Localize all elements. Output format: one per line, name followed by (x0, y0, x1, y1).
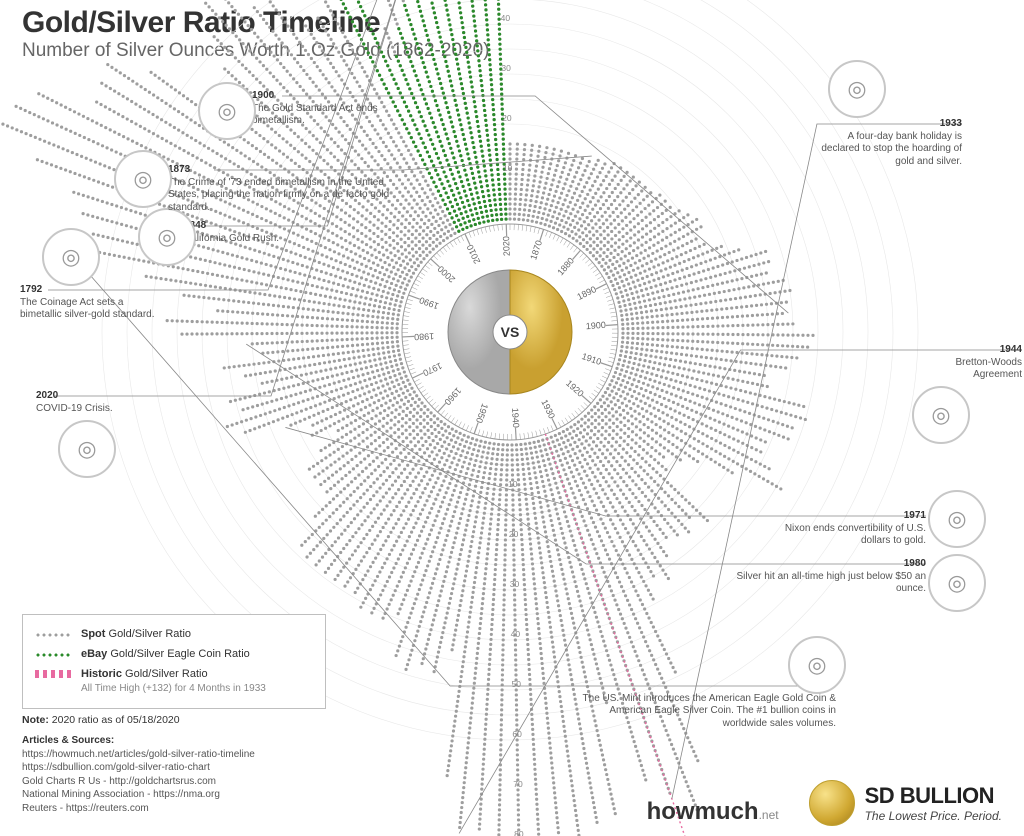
annotation-text: A four-day bank holiday is declared to s… (821, 131, 962, 167)
annotation-year: 1944 (912, 344, 1022, 357)
legend-row: eBay Gold/Silver Eagle Coin Ratio (35, 645, 313, 665)
annotation-text: Silver hit an all-time high just below $… (736, 571, 926, 595)
source-line: Gold Charts R Us - http://goldchartsrus.… (22, 775, 255, 789)
annotation-year: 1848 (184, 220, 284, 233)
svg-text:1930: 1930 (539, 398, 557, 420)
source-line: https://howmuch.net/articles/gold-silver… (22, 748, 255, 762)
annotation-year: 1980 (736, 558, 926, 571)
svg-text:1870: 1870 (528, 239, 544, 261)
legend-label: Spot Gold/Silver Ratio (81, 625, 191, 645)
svg-text:1970: 1970 (421, 361, 443, 379)
svg-text:1950: 1950 (474, 402, 490, 424)
svg-text:1940: 1940 (510, 408, 521, 429)
brand-b-tag: The Lowest Price. Period. (865, 809, 1002, 823)
brand-a-tld: .net (759, 808, 779, 822)
annotation: 1944Bretton-Woods Agreement (912, 344, 1022, 382)
annotation-icon: ◎ (138, 208, 196, 266)
note: Note: 2020 ratio as of 05/18/2020 (22, 714, 180, 726)
svg-text:2020: 2020 (501, 236, 512, 256)
annotation-text: The Crime of '73 ended bimetallism in th… (168, 177, 389, 213)
annotation-icon: ◎ (58, 420, 116, 478)
annotation-icon: ◎ (912, 386, 970, 444)
annotation: 1792The Coinage Act sets a bimetallic si… (20, 284, 160, 322)
legend-swatch (35, 651, 71, 659)
svg-text:1900: 1900 (585, 320, 606, 331)
brand-logos: howmuch.net SD BULLION The Lowest Price.… (647, 780, 1002, 826)
annotation-text: COVID-19 Crisis. (36, 403, 113, 414)
annotation-icon: ◎ (828, 60, 886, 118)
annotation-icon: ◎ (42, 228, 100, 286)
howmuch-logo: howmuch.net (647, 798, 779, 826)
annotation: 1873The Crime of '73 ended bimetallism i… (168, 164, 398, 214)
svg-text:2010: 2010 (465, 243, 482, 265)
annotation: 1848California Gold Rush. (184, 220, 284, 245)
annotation-text: California Gold Rush. (184, 233, 279, 244)
legend-swatch (35, 670, 71, 678)
svg-text:1990: 1990 (418, 295, 440, 311)
source-line: https://sdbullion.com/gold-silver-ratio-… (22, 761, 255, 775)
annotation-icon: ◎ (928, 490, 986, 548)
annotation-icon: ◎ (114, 150, 172, 208)
annotation-year: 1792 (20, 284, 160, 297)
annotation-year: 2020 (36, 390, 126, 403)
svg-text:1910: 1910 (581, 351, 603, 367)
annotation-icon: ◎ (788, 636, 846, 694)
annotation: 1980Silver hit an all-time high just bel… (736, 558, 926, 596)
annotation-year: 1900 (252, 90, 402, 103)
legend-row: Spot Gold/Silver Ratio (35, 625, 313, 645)
annotation: 1900The Gold Standard Act ends bimetalli… (252, 90, 402, 128)
annotation-text: The Coinage Act sets a bimetallic silver… (20, 297, 155, 321)
annotation-icon: ◎ (928, 554, 986, 612)
annotation-year: 1971 (756, 510, 926, 523)
annotation-icon: ◎ (198, 82, 256, 140)
annotation-text: Nixon ends convertibility of U.S. dollar… (785, 523, 926, 547)
brand-a-name: howmuch (647, 798, 759, 825)
sources-header: Articles & Sources: (22, 734, 255, 748)
sdbullion-logo: SD BULLION The Lowest Price. Period. (809, 780, 1002, 826)
sdbullion-coin-icon (809, 780, 855, 826)
annotation: 1933A four-day bank holiday is declared … (812, 118, 962, 168)
annotation-text: The Gold Standard Act ends bimetallism. (252, 103, 378, 127)
annotation: 2020COVID-19 Crisis. (36, 390, 126, 415)
svg-text:1980: 1980 (414, 331, 434, 342)
annotation-text: Bretton-Woods Agreement (955, 357, 1022, 381)
brand-b-name: SD BULLION (865, 783, 1002, 809)
legend-swatch (35, 631, 71, 639)
source-line: Reuters - https://reuters.com (22, 802, 255, 816)
legend-sublabel: All Time High (+132) for 4 Months in 193… (81, 680, 313, 698)
note-bold: Note: (22, 714, 49, 726)
source-line: National Mining Association - https://nm… (22, 788, 255, 802)
annotation: 1986The US. Mint introduces the American… (576, 680, 836, 730)
annotation-year: 1933 (812, 118, 962, 131)
annotation-text: The US. Mint introduces the American Eag… (583, 693, 836, 729)
annotation-year: 1873 (168, 164, 398, 177)
sources: Articles & Sources: https://howmuch.net/… (22, 734, 255, 815)
annotation: 1971Nixon ends convertibility of U.S. do… (756, 510, 926, 548)
svg-text:1890: 1890 (575, 284, 597, 302)
legend: Spot Gold/Silver RatioeBay Gold/Silver E… (22, 614, 326, 709)
note-rest: 2020 ratio as of 05/18/2020 (49, 714, 180, 726)
legend-label: eBay Gold/Silver Eagle Coin Ratio (81, 645, 250, 665)
